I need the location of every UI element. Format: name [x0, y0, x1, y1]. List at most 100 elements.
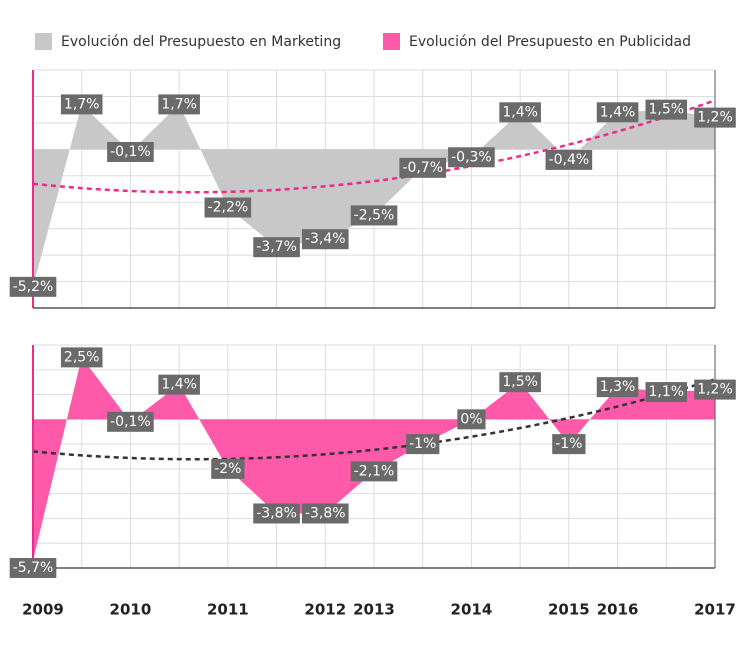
value-label-bg [253, 237, 300, 258]
value-label: 1,5% [645, 99, 688, 120]
x-tick-label: 2010 [110, 601, 152, 619]
value-label-text: 2,5% [64, 349, 100, 365]
value-label-text: 1,4% [161, 377, 197, 393]
value-label: -2,2% [204, 197, 252, 218]
value-label-bg [301, 503, 349, 524]
value-label-bg [9, 276, 57, 297]
value-label-text: 0% [460, 411, 482, 427]
x-tick-label: 2015 [548, 601, 590, 619]
value-label-bg [457, 409, 486, 430]
value-label-bg [552, 434, 586, 455]
value-label-text: -2,2% [208, 200, 249, 216]
value-label-text: 1,5% [648, 102, 684, 118]
value-label-text: -0,7% [402, 160, 443, 176]
value-label-bg [645, 382, 688, 403]
value-label-bg [204, 197, 252, 218]
value-label: 1,7% [60, 94, 103, 115]
x-tick-label: 2017 [694, 601, 736, 619]
value-label-text: -0,3% [451, 149, 492, 165]
value-label-bg [107, 141, 154, 162]
value-label-bg [596, 377, 639, 398]
value-label: 2,5% [60, 347, 103, 368]
value-label: -0,1% [107, 141, 154, 162]
value-label-text: 1,3% [600, 379, 636, 395]
value-label-bg [350, 461, 398, 482]
value-label-bg [694, 379, 736, 400]
value-label: -2% [211, 458, 245, 479]
x-tick-label: 2009 [22, 601, 64, 619]
x-tick-label: 2011 [207, 601, 249, 619]
value-label-bg [545, 149, 593, 170]
value-label: -2,1% [350, 461, 398, 482]
value-label-bg [694, 107, 736, 128]
x-tick-label: 2014 [451, 601, 493, 619]
value-label: 1,3% [596, 377, 639, 398]
value-label-text: -3,7% [256, 239, 297, 255]
value-label: -1% [406, 434, 440, 455]
value-label-text: -3,8% [305, 505, 346, 521]
value-label-text: 1,4% [600, 104, 636, 120]
value-label: -5,2% [9, 276, 57, 297]
value-label: -0,4% [545, 149, 593, 170]
x-tick-label: 2013 [353, 601, 395, 619]
value-label-text: -0,1% [110, 144, 151, 160]
value-label-bg [499, 372, 541, 393]
value-label-text: -3,8% [256, 505, 297, 521]
legend-label: Evolución del Presupuesto en Publicidad [409, 34, 691, 50]
value-label-bg [645, 99, 688, 120]
value-label-bg [158, 374, 200, 395]
value-label: -3,8% [301, 503, 349, 524]
value-label-text: -1% [555, 436, 582, 452]
value-label-bg [107, 411, 154, 432]
value-label-text: -2,5% [354, 207, 395, 223]
value-label-bg [406, 434, 440, 455]
value-label-text: 1,7% [64, 96, 100, 112]
value-label: 1,5% [499, 372, 541, 393]
value-label-bg [158, 94, 200, 115]
value-label-bg [399, 157, 447, 178]
value-label-bg [448, 147, 495, 168]
value-label-text: -0,1% [110, 414, 151, 430]
value-label-bg [60, 94, 103, 115]
value-label: -2,5% [350, 205, 398, 226]
value-label: -5,7% [9, 558, 57, 578]
x-tick-label: 2016 [597, 601, 639, 619]
value-label-text: -2,1% [354, 463, 395, 479]
value-label-text: -5,7% [13, 560, 54, 576]
value-label: -3,8% [253, 503, 300, 524]
x-tick-label: 2012 [304, 601, 346, 619]
value-label: 0% [457, 409, 486, 430]
value-label-text: 1,2% [697, 382, 733, 398]
value-label-text: -2% [214, 461, 241, 477]
value-label-text: -0,4% [549, 152, 590, 168]
value-label-bg [596, 102, 639, 123]
value-label: 1,2% [694, 107, 736, 128]
value-label-bg [60, 347, 103, 368]
legend-label: Evolución del Presupuesto en Marketing [61, 34, 341, 50]
value-label: -3,4% [301, 229, 349, 250]
value-label: -3,7% [253, 237, 300, 258]
value-label: 1,2% [694, 379, 736, 400]
value-label-text: 1,7% [161, 96, 197, 112]
value-label-text: 1,5% [502, 374, 538, 390]
value-label: 1,4% [596, 102, 639, 123]
value-label: -1% [552, 434, 586, 455]
value-label-text: 1,2% [697, 110, 733, 126]
legend-swatch [35, 33, 52, 50]
value-label-bg [253, 503, 300, 524]
area [33, 357, 715, 561]
area [33, 104, 715, 287]
value-label: -0,3% [448, 147, 495, 168]
value-label-bg [301, 229, 349, 250]
value-label-text: 1,4% [502, 104, 538, 120]
value-label: 1,7% [158, 94, 200, 115]
value-label-bg [9, 558, 57, 578]
value-label-bg [350, 205, 398, 226]
value-label-bg [499, 102, 541, 123]
value-label: -0,7% [399, 157, 447, 178]
value-label-text: -5,2% [13, 279, 54, 295]
value-label: 1,4% [158, 374, 200, 395]
value-label: 1,4% [499, 102, 541, 123]
value-label-text: -3,4% [305, 231, 346, 247]
